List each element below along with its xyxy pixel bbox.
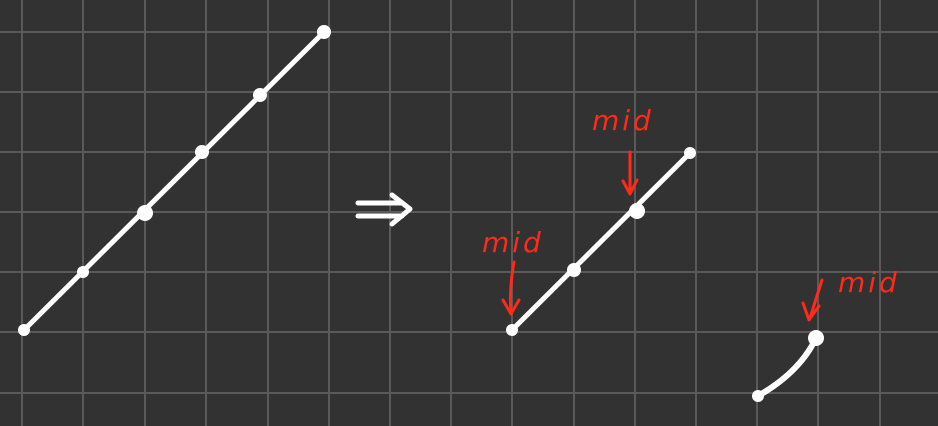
quarter-line-group — [752, 330, 824, 402]
quarter-endpoint-bottom — [752, 390, 764, 402]
source-point-3 — [137, 205, 153, 221]
half-point-mid — [629, 203, 645, 219]
source-line-group — [18, 25, 331, 336]
source-point-4 — [195, 145, 209, 159]
half-line — [509, 150, 693, 333]
half-point-2 — [567, 263, 581, 277]
source-point-5 — [253, 88, 267, 102]
arrow-down-icon — [801, 278, 824, 322]
mid-label-left: mid — [482, 226, 544, 259]
arrow-down-icon — [621, 150, 639, 196]
annotations: mid mid mid — [482, 104, 900, 299]
source-endpoint-top — [317, 25, 331, 39]
double-arrow-icon — [355, 192, 413, 227]
arrow-down-icon — [501, 260, 521, 316]
mid-label-right: mid — [838, 266, 900, 299]
mid-label-top: mid — [592, 104, 654, 137]
source-point-2 — [77, 266, 89, 278]
half-line-group — [506, 147, 696, 336]
half-endpoint-top — [684, 147, 696, 159]
source-line — [21, 29, 327, 333]
half-endpoint-bottom — [506, 324, 518, 336]
annotation-arrows — [501, 150, 824, 322]
quarter-point-mid — [808, 330, 824, 346]
source-endpoint-bottom — [18, 324, 30, 336]
